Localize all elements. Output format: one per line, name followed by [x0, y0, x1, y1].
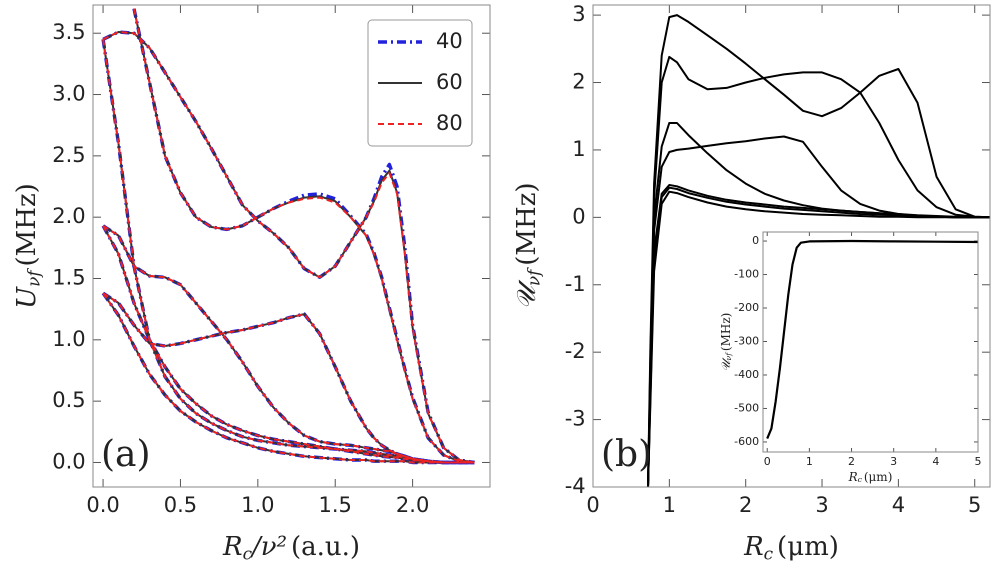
x-tick-label: 2 — [739, 493, 752, 517]
y-tick-label: 1 — [572, 137, 585, 161]
y-tick-label: 1.0 — [52, 327, 85, 351]
x-tick-label: 1.0 — [241, 493, 274, 517]
y-tick-label: -100 — [734, 268, 759, 281]
y-axis-label: 𝒰νf(MHz) — [719, 313, 734, 372]
y-tick-label: 2 — [572, 70, 585, 94]
curves — [766, 239, 978, 440]
curves — [647, 14, 990, 487]
label-part: (MHz) — [12, 183, 42, 266]
label-part: (MHz) — [719, 313, 733, 351]
y-tick-label: 3 — [572, 2, 585, 26]
curve — [647, 14, 990, 487]
frame — [592, 4, 991, 488]
label-part: c — [764, 543, 774, 563]
legend-label: 60 — [436, 70, 463, 94]
x-tick-label: 5 — [968, 493, 981, 517]
legend-label: 80 — [436, 111, 463, 135]
curve — [647, 186, 990, 487]
label-part: 𝒰 — [719, 357, 733, 371]
label-part: /ν² — [249, 532, 287, 562]
label-part: (μm) — [864, 470, 893, 484]
legend-label: 40 — [436, 29, 463, 53]
curves — [101, 8, 475, 465]
x-axis-label: Rc/ν² (a.u.) — [222, 532, 360, 563]
label-part: (a.u.) — [291, 532, 360, 562]
x-tick-label: 0 — [764, 455, 771, 468]
x-tick-label: 0.5 — [164, 493, 197, 517]
y-tick-label: 0.5 — [52, 388, 85, 412]
label-part: (MHz) — [512, 182, 542, 265]
curve — [647, 190, 990, 487]
x-tick-label: 1.5 — [319, 493, 352, 517]
label-part: c — [858, 475, 863, 484]
y-tick-label: 0 — [752, 234, 759, 247]
x-tick-label: 2 — [848, 455, 855, 468]
panel-label: (a) — [101, 434, 151, 475]
curve — [647, 55, 990, 487]
y-tick-label: 0.0 — [52, 449, 85, 473]
label-part: R — [848, 470, 858, 484]
label-part: (μm) — [777, 532, 839, 562]
x-tick-label: 1 — [663, 493, 676, 517]
label-part: νf — [523, 267, 543, 286]
y-tick-label: -2 — [565, 339, 586, 363]
curve — [766, 239, 978, 440]
x-tick-label: 2.0 — [396, 493, 429, 517]
x-tick-label: 0.0 — [86, 493, 119, 517]
x-axis-label: Rc (μm) — [848, 470, 893, 485]
y-tick-label: -200 — [734, 301, 759, 314]
x-tick-label: 1 — [806, 455, 813, 468]
curve — [102, 292, 475, 464]
inset: 0 1 2 3 4 5 -600 -500 -400 -300 -200 -100 0 Rc (μm) 𝒰νf… — [719, 231, 982, 485]
y-tick-label: 0 — [572, 204, 585, 228]
y-axis-label: 𝒰νf(MHz) — [512, 182, 543, 309]
x-tick-label: 5 — [975, 455, 982, 468]
y-tick-label: -4 — [565, 474, 586, 498]
label-part: νf — [724, 351, 733, 361]
y-tick-label: -300 — [734, 334, 759, 347]
y-tick-label: 3.5 — [52, 20, 85, 44]
y-tick-label: -1 — [565, 272, 586, 296]
curve — [133, 8, 475, 464]
x-tick-label: 4 — [892, 493, 905, 517]
label-part: R — [222, 532, 243, 562]
y-tick-label: 2.5 — [52, 143, 85, 167]
curve — [102, 225, 475, 464]
label-part: νf — [23, 268, 43, 287]
plot-area — [763, 232, 978, 452]
frame — [762, 231, 979, 453]
y-tick-label: 3.0 — [52, 82, 85, 106]
panel: 0.0 0.5 1.0 1.5 2.0 0.0 0.5 1.0 1.5 2.0 2.5 3.0 3.5 (… — [12, 4, 491, 563]
x-tick-label: 3 — [890, 455, 897, 468]
panel-label: (b) — [601, 434, 652, 475]
y-tick-label: 2.0 — [52, 204, 85, 228]
y-tick-label: -400 — [734, 368, 759, 381]
y-tick-label: -3 — [565, 407, 586, 431]
label-part: U — [12, 286, 42, 309]
x-tick-label: 3 — [815, 493, 828, 517]
x-tick-label: 0 — [586, 493, 599, 517]
y-tick-label: -600 — [734, 435, 759, 448]
y-tick-label: 1.5 — [52, 266, 85, 290]
label-part: R — [743, 532, 764, 562]
y-tick-label: -500 — [734, 401, 759, 414]
x-tick-label: 4 — [932, 455, 939, 468]
y-axis-label: Uνf (MHz) — [12, 183, 43, 309]
curve — [102, 31, 475, 464]
x-axis-label: Rc (μm) — [743, 532, 839, 563]
frame — [92, 4, 491, 488]
curve — [102, 39, 475, 464]
label-part: c — [243, 543, 253, 563]
curve — [102, 224, 475, 464]
